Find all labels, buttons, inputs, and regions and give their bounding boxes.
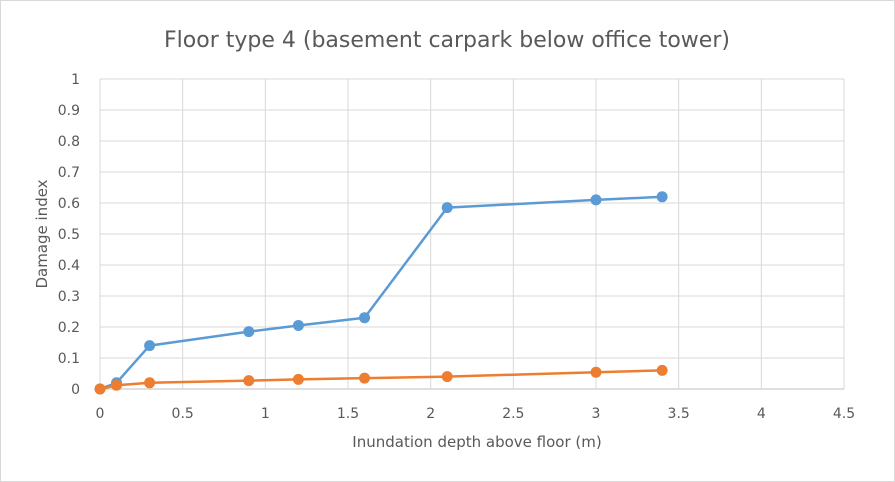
series-2-point <box>656 364 668 376</box>
series-line-2 <box>98 369 664 391</box>
y-tick-label: 0.7 <box>58 165 80 181</box>
x-tick-label: 2.5 <box>502 406 524 422</box>
y-tick-label: 0 <box>71 382 80 398</box>
series-2-point <box>359 372 371 384</box>
x-tick-label: 3 <box>592 406 601 422</box>
series-line-1 <box>98 195 664 391</box>
y-tick-label: 0.4 <box>58 258 80 274</box>
series-1-point <box>441 202 453 214</box>
series-2-point <box>243 375 255 387</box>
y-tick-label: 0.5 <box>58 227 80 243</box>
x-tick-label: 0.5 <box>172 406 194 422</box>
y-tick-label: 0.9 <box>58 103 80 119</box>
y-tick-label: 1 <box>71 72 80 88</box>
series-2-point <box>111 379 123 391</box>
series-group <box>94 191 668 395</box>
series-2-point <box>292 373 304 385</box>
x-tick-label: 4 <box>757 406 766 422</box>
y-tick-labels: 0 0.1 0.2 0.3 0.4 0.5 0.6 0.7 0.8 0.9 1 <box>58 72 80 398</box>
series-2-point <box>144 377 156 389</box>
y-tick-label: 0.1 <box>58 351 80 367</box>
series-1-point <box>292 319 304 331</box>
series-1-point <box>590 194 602 206</box>
x-tick-label: 0 <box>96 406 105 422</box>
x-tick-label: 2 <box>426 406 435 422</box>
series-2-point <box>94 383 106 395</box>
x-tick-label: 3.5 <box>668 406 690 422</box>
chart-title: Floor type 4 (basement carpark below off… <box>164 28 730 53</box>
series-2-point <box>441 371 453 383</box>
series-2-point <box>590 366 602 378</box>
series-1-point <box>144 340 156 352</box>
x-tick-label: 1.5 <box>337 406 359 422</box>
y-tick-label: 0.2 <box>58 320 80 336</box>
x-axis-label: Inundation depth above floor (m) <box>352 433 601 451</box>
y-tick-label: 0.3 <box>58 289 80 305</box>
series-1-point <box>359 312 371 324</box>
y-tick-label: 0.6 <box>58 196 80 212</box>
y-tick-label: 0.8 <box>58 134 80 150</box>
x-tick-label: 1 <box>261 406 270 422</box>
x-tick-label: 4.5 <box>833 406 855 422</box>
x-tick-labels: 0 0.5 1 1.5 2 2.5 3 3.5 4 4.5 <box>96 406 856 422</box>
y-axis-label: Damage index <box>33 179 51 288</box>
series-1-point <box>656 191 668 203</box>
series-1-point <box>243 326 255 338</box>
grid-lines <box>99 78 845 390</box>
